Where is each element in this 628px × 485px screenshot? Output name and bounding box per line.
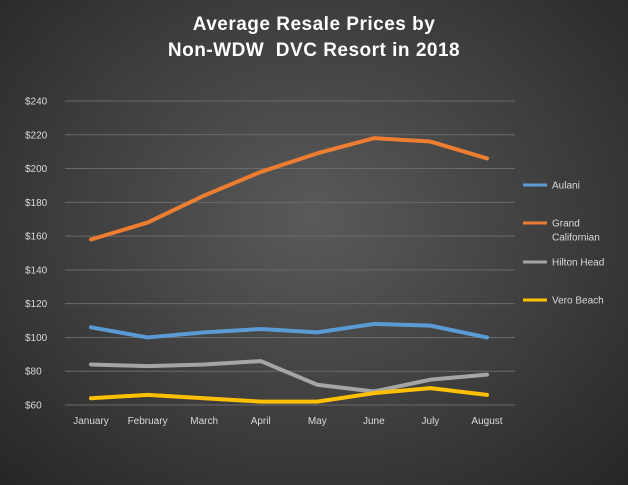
series-line-hilton-head xyxy=(89,359,489,394)
x-tick-label: March xyxy=(190,416,218,427)
x-tick-label: February xyxy=(128,416,168,427)
x-tick-label: April xyxy=(251,416,271,427)
legend-label: Vero Beach xyxy=(552,296,604,307)
chart-title-line2: Non-WDW DVC Resort in 2018 xyxy=(167,40,461,61)
legend-label: Californian xyxy=(552,233,600,244)
y-tick-label: $100 xyxy=(25,333,48,344)
y-tick-label: $120 xyxy=(25,299,48,310)
y-tick-label: $140 xyxy=(25,265,48,276)
series-line-aulani xyxy=(89,321,489,340)
y-tick-label: $180 xyxy=(25,198,48,209)
legend-label: Aulani xyxy=(552,181,580,192)
chart-title: Average Resale Prices by Non-WDW DVC Res… xyxy=(0,12,628,64)
series-line-grand-californian xyxy=(89,136,489,242)
series-line-vero-beach xyxy=(89,386,489,404)
y-tick-label: $80 xyxy=(25,367,42,378)
y-tick-label: $200 xyxy=(25,164,48,175)
y-tick-label: $220 xyxy=(25,130,48,141)
y-tick-label: $240 xyxy=(25,97,48,108)
x-tick-label: August xyxy=(471,416,502,427)
x-tick-label: January xyxy=(73,416,109,427)
y-tick-label: $60 xyxy=(25,401,42,412)
x-tick-label: May xyxy=(308,416,327,427)
x-tick-label: July xyxy=(422,416,440,427)
x-tick-label: June xyxy=(363,416,385,427)
chart-title-line1: Average Resale Prices by xyxy=(192,14,436,35)
legend-label: Hilton Head xyxy=(552,258,604,269)
y-tick-label: $160 xyxy=(25,232,48,243)
legend-label: Grand xyxy=(552,219,580,230)
